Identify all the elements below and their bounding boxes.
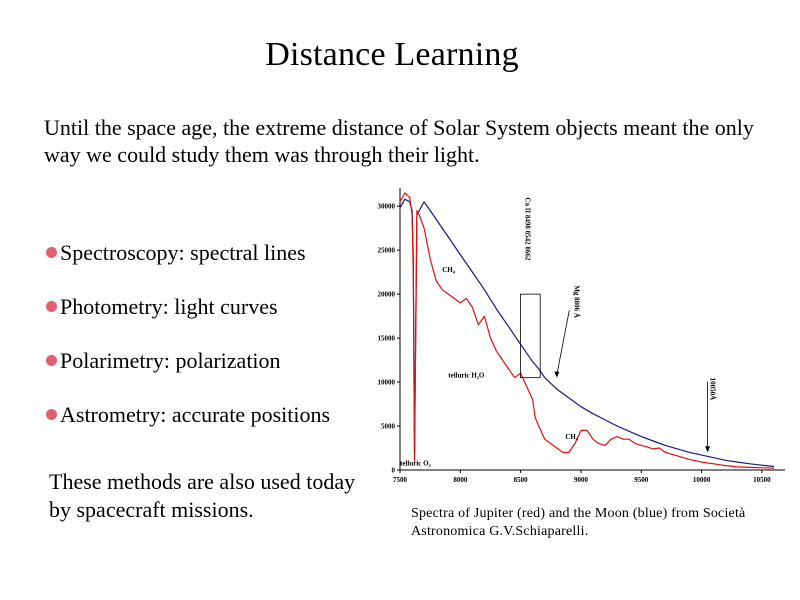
annotation-label: telluric H₂O (448, 372, 485, 380)
x-tick-label: 9500 (634, 476, 649, 484)
bullet-dot-icon (46, 246, 57, 258)
y-tick-label: 0 (392, 467, 396, 475)
bullet-label: Photometry: light curves (60, 294, 278, 319)
bullet-spectroscopy: Spectroscopy: spectral lines (46, 226, 330, 280)
x-tick-label: 8500 (514, 476, 529, 484)
x-tick-label: 7500 (393, 476, 408, 484)
x-tick-label: 8000 (453, 476, 468, 484)
annotation-label: telluric O₂ (400, 460, 431, 468)
y-tick-label: 10000 (378, 379, 396, 387)
slide-title: Distance Learning (265, 36, 519, 73)
annotation-arrow-line (556, 310, 570, 375)
spectrum-chart: 7500 8000 8500 9000 9500 10000 10500 0 5000 10000… (378, 188, 785, 484)
intro-text: Until the space age, the extreme distanc… (44, 115, 754, 167)
bullet-list: Spectroscopy: spectral lines Photometry:… (46, 226, 330, 442)
y-tick-label: 25000 (378, 247, 396, 255)
bullet-polarimetry: Polarimetry: polarization (46, 334, 330, 388)
annotation-arrowhead-icon (554, 371, 560, 378)
bullet-dot-icon (46, 354, 57, 366)
y-tick-label: 5000 (381, 423, 396, 431)
y-tick-label: 30000 (378, 203, 396, 211)
bullet-astrometry: Astrometry: accurate positions (46, 388, 330, 442)
annotation-label: CH₄ (565, 433, 579, 441)
x-tick-label: 10000 (693, 476, 711, 484)
annotation-label: 10050Å (709, 378, 717, 401)
y-tick-label: 20000 (378, 291, 396, 299)
x-tick-label: 10500 (753, 476, 771, 484)
annotation-arrowhead-icon (705, 446, 711, 453)
bullet-dot-icon (46, 300, 57, 312)
annotation-label: CH₄ (442, 266, 456, 274)
x-tick-label: 9000 (574, 476, 589, 484)
y-tick-label: 15000 (378, 335, 396, 343)
bullet-photometry: Photometry: light curves (46, 280, 330, 334)
bullet-label: Astrometry: accurate positions (60, 402, 331, 427)
annotation-label: Mg 8806 Å (572, 285, 580, 318)
ca-ii-bracket (519, 293, 541, 379)
bullet-label: Spectroscopy: spectral lines (60, 240, 306, 265)
annotation-label: Ca II 8498 8542 8662 (523, 197, 531, 261)
jupiter-spectrum-line (399, 192, 775, 469)
footer-note: These methods are also used today by spa… (49, 469, 356, 522)
bullet-label: Polarimetry: polarization (60, 348, 281, 373)
moon-spectrum-line (399, 198, 775, 468)
chart-caption: Spectra of Jupiter (red) and the Moon (b… (411, 506, 746, 539)
bullet-dot-icon (46, 408, 57, 420)
